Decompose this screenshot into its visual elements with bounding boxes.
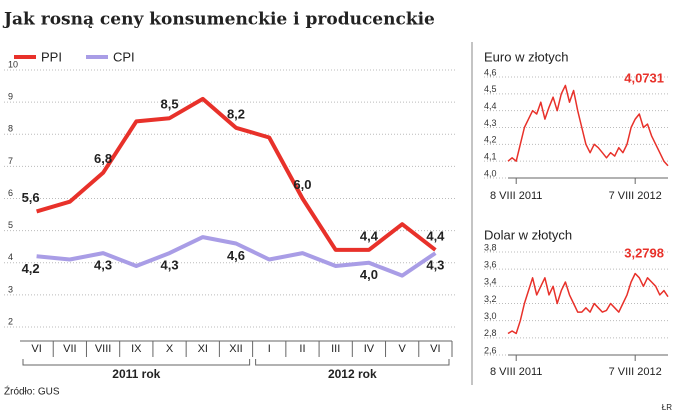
x-tick-label: II — [299, 343, 305, 355]
data-label: 4,4 — [360, 228, 379, 243]
series-line — [507, 84, 669, 167]
x-tick-label: IV — [364, 343, 375, 355]
series-line — [36, 96, 437, 252]
y-tick-label: 4,0 — [484, 168, 497, 178]
y-tick-label: 3,6 — [484, 260, 497, 270]
y-tick-label: 5 — [8, 220, 13, 230]
x-tick-label: XI — [198, 343, 208, 355]
y-tick-label: 4 — [8, 252, 13, 262]
data-label: 4,0731 — [624, 70, 664, 85]
y-tick-label: 3 — [8, 284, 13, 294]
data-label: 6,8 — [94, 151, 112, 166]
y-tick-label: 8 — [8, 124, 13, 134]
x-tick-label: VIII — [95, 343, 112, 355]
y-tick-label: 3,0 — [484, 311, 497, 321]
y-tick-label: 4,1 — [484, 152, 497, 162]
series-line — [507, 272, 669, 335]
chart-title: Dolar w złotych — [484, 227, 572, 242]
data-label: 4,3 — [426, 258, 444, 273]
y-tick-label: 10 — [8, 59, 18, 69]
series-line — [36, 235, 437, 278]
y-tick-label: 2,8 — [484, 328, 497, 338]
data-label: 4,4 — [426, 228, 445, 243]
data-label: 4,3 — [94, 258, 112, 273]
data-label: 6,0 — [293, 177, 311, 192]
data-label: 8,5 — [160, 97, 178, 112]
y-tick-label: 4,6 — [484, 67, 497, 77]
data-label: 4,6 — [227, 248, 245, 263]
data-label: 8,2 — [227, 106, 245, 121]
x-tick-label: X — [166, 343, 174, 355]
y-tick-label: 2 — [8, 316, 13, 326]
credit: ŁR — [662, 403, 672, 412]
year-label: 2012 rok — [328, 367, 377, 381]
x-tick-label: VI — [31, 343, 41, 355]
data-label: 4,0 — [360, 267, 378, 282]
x-tick-label: VII — [63, 343, 76, 355]
y-tick-label: 6 — [8, 188, 13, 198]
data-label: 5,6 — [22, 190, 40, 205]
year-bracket — [255, 359, 450, 366]
chart-title: Euro w złotych — [484, 49, 569, 64]
legend-label: CPI — [113, 49, 135, 64]
x-tick-label: 7 VIII 2012 — [609, 190, 662, 202]
x-tick-label: V — [398, 343, 406, 355]
x-tick-label: XII — [229, 343, 242, 355]
y-tick-label: 4,3 — [484, 118, 497, 128]
y-tick-label: 4,2 — [484, 135, 497, 145]
y-tick-label: 3,8 — [484, 242, 497, 252]
y-tick-label: 9 — [8, 92, 13, 102]
y-tick-label: 4,4 — [484, 101, 497, 111]
y-tick-label: 7 — [8, 156, 13, 166]
data-label: 3,2798 — [624, 245, 664, 260]
data-label: 4,3 — [160, 258, 178, 273]
data-label: 4,2 — [22, 261, 40, 276]
year-bracket — [22, 359, 251, 366]
x-tick-label: 8 VIII 2011 — [490, 190, 542, 202]
x-tick-label: 8 VIII 2011 — [490, 366, 542, 378]
y-tick-label: 3,2 — [484, 294, 497, 304]
page-title: Jak rosną ceny konsumenckie i producenck… — [2, 10, 435, 30]
y-tick-label: 3,4 — [484, 277, 497, 287]
x-tick-label: I — [268, 343, 271, 355]
y-tick-label: 4,5 — [484, 84, 497, 94]
legend-label: PPI — [41, 49, 62, 64]
x-tick-label: VI — [430, 343, 440, 355]
source: Źródło: GUS — [4, 385, 60, 398]
y-tick-label: 2,6 — [484, 345, 497, 355]
year-label: 2011 rok — [112, 367, 160, 381]
x-tick-label: III — [331, 343, 340, 355]
x-tick-label: 7 VIII 2012 — [609, 366, 662, 378]
x-tick-label: IX — [131, 343, 142, 355]
